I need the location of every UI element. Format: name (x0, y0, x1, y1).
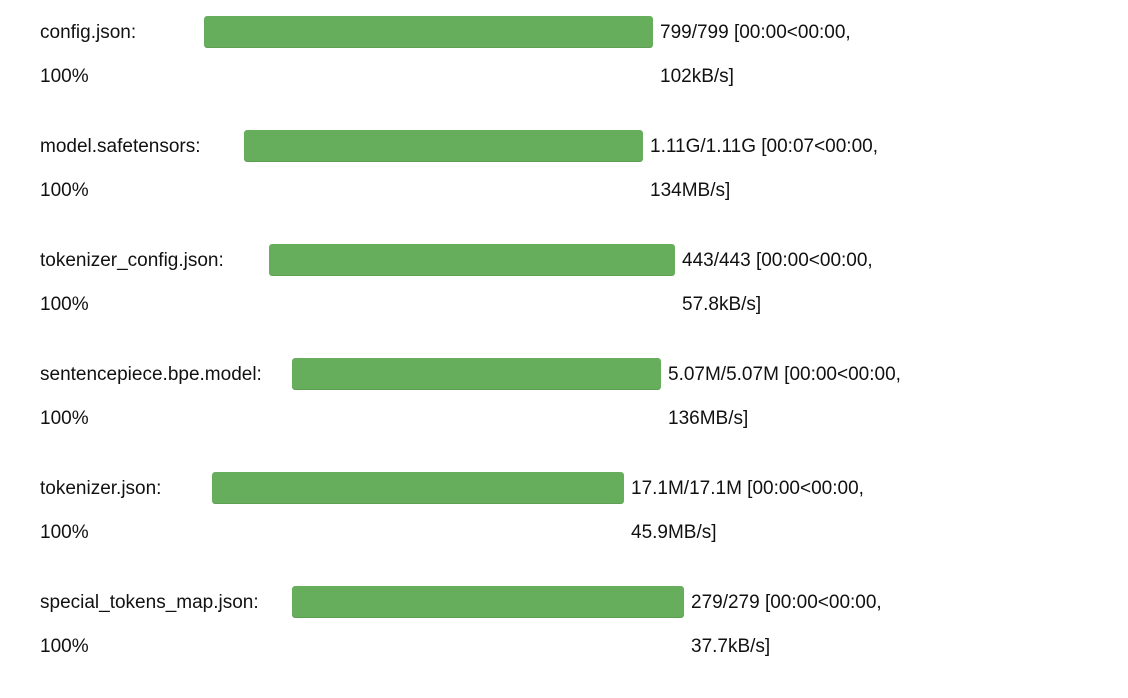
download-row-model-safetensors: model.safetensors: 1.11G/1.11G [00:07<00… (0, 130, 1128, 220)
percent-label: 100% (40, 522, 89, 543)
percent-label: 100% (40, 66, 89, 87)
download-rate: 136MB/s] (668, 408, 749, 429)
download-stats: 1.11G/1.11G [00:07<00:00, (650, 136, 878, 157)
progress-bar (269, 244, 675, 276)
download-rate: 45.9MB/s] (631, 522, 717, 543)
progress-bar-fill (244, 130, 643, 162)
download-row-config: config.json: 799/799 [00:00<00:00, 100% … (0, 16, 1128, 106)
progress-bar-fill (292, 358, 661, 390)
percent-label: 100% (40, 180, 89, 201)
download-rate: 57.8kB/s] (682, 294, 762, 315)
progress-bar-fill (212, 472, 624, 504)
progress-bar (212, 472, 624, 504)
percent-label: 100% (40, 294, 89, 315)
filename-label: sentencepiece.bpe.model: (40, 364, 262, 385)
download-row-tokenizer-json: tokenizer.json: 17.1M/17.1M [00:00<00:00… (0, 472, 1128, 562)
filename-label: model.safetensors: (40, 136, 201, 157)
progress-bar-fill (292, 586, 684, 618)
download-stats: 279/279 [00:00<00:00, (691, 592, 882, 613)
progress-bar (244, 130, 643, 162)
progress-bar-fill (269, 244, 675, 276)
download-stats: 17.1M/17.1M [00:00<00:00, (631, 478, 864, 499)
download-rate: 37.7kB/s] (691, 636, 771, 657)
download-stats: 799/799 [00:00<00:00, (660, 22, 851, 43)
download-rate: 134MB/s] (650, 180, 731, 201)
download-row-special-tokens-map: special_tokens_map.json: 279/279 [00:00<… (0, 586, 1128, 676)
filename-label: tokenizer.json: (40, 478, 162, 499)
filename-label: special_tokens_map.json: (40, 592, 259, 613)
filename-label: tokenizer_config.json: (40, 250, 224, 271)
percent-label: 100% (40, 408, 89, 429)
download-row-sentencepiece: sentencepiece.bpe.model: 5.07M/5.07M [00… (0, 358, 1128, 448)
progress-bar (292, 358, 661, 390)
download-stats: 5.07M/5.07M [00:00<00:00, (668, 364, 901, 385)
download-stats: 443/443 [00:00<00:00, (682, 250, 873, 271)
download-row-tokenizer-config: tokenizer_config.json: 443/443 [00:00<00… (0, 244, 1128, 334)
percent-label: 100% (40, 636, 89, 657)
filename-label: config.json: (40, 22, 137, 43)
progress-bar-fill (204, 16, 653, 48)
progress-bar (292, 586, 684, 618)
progress-bar (204, 16, 653, 48)
download-rate: 102kB/s] (660, 66, 734, 87)
